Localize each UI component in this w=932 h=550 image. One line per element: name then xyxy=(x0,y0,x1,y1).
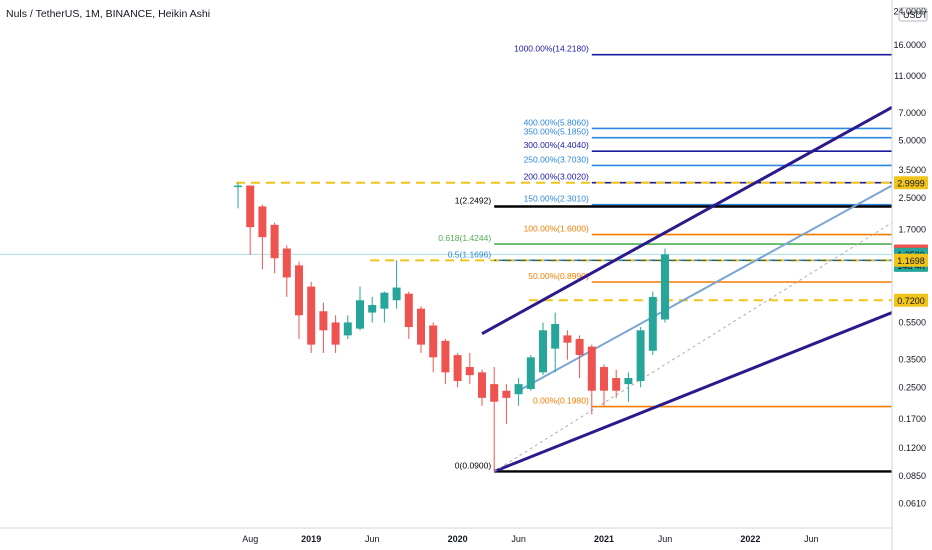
y-tick-label: 24.0000 xyxy=(893,7,926,17)
candle-body xyxy=(258,206,267,238)
candle-body xyxy=(343,322,352,336)
fib-levels: 1000.00%(14.2180) 400.00%(5.8060)350.00%(… xyxy=(0,44,892,473)
candles xyxy=(234,182,669,472)
dotted-trend-line xyxy=(493,222,893,472)
x-tick-label: 2022 xyxy=(740,534,760,544)
candle-body xyxy=(392,287,401,301)
y-tick-label: 11.0000 xyxy=(894,71,926,81)
candle-body xyxy=(331,322,340,345)
candle-body xyxy=(636,330,645,382)
channel-upper-line xyxy=(481,106,893,335)
candle-body xyxy=(368,304,377,313)
x-tick-label: Jun xyxy=(365,534,380,544)
y-axis[interactable]: 24.0000 16.0000 11.0000 7.0000 5.0000 3.5000 2… xyxy=(891,0,928,550)
fib-level-label: 300.00%(4.4040) xyxy=(524,140,589,150)
candle-body xyxy=(380,292,389,309)
candle-body xyxy=(246,185,255,228)
y-tick-label: 0.1200 xyxy=(898,443,926,453)
fib-level-label: 0.5(1.1696) xyxy=(448,249,492,259)
x-tick-label: 2021 xyxy=(594,534,614,544)
y-tick-label: 3.5000 xyxy=(898,165,926,175)
y-tick-label: 0.2500 xyxy=(898,382,926,392)
x-tick-label: Jun xyxy=(804,534,819,544)
candle-body xyxy=(600,367,608,391)
y-tick-label: 5.0000 xyxy=(898,136,926,146)
x-tick-label: 2019 xyxy=(301,534,321,544)
candle-body xyxy=(563,335,572,343)
chart-title: Nuls / TetherUS, 1M, BINANCE, Heikin Ash… xyxy=(6,8,210,20)
currency-box xyxy=(898,7,928,22)
channel-mid-line xyxy=(518,184,893,392)
x-tick-label: Jun xyxy=(658,534,673,544)
candle-body xyxy=(661,254,669,320)
candle-body xyxy=(514,384,523,395)
candle-body xyxy=(307,286,316,345)
candle-body xyxy=(587,346,596,391)
y-tick-label: 2.5000 xyxy=(898,193,926,203)
candle-body xyxy=(295,265,303,316)
currency-label: USDT xyxy=(903,10,928,20)
fib-level-label: 250.00%(3.7030) xyxy=(524,154,589,164)
candle-body xyxy=(282,248,291,278)
y-tick-label: 7.0000 xyxy=(898,108,926,118)
fib-level-label: 0(0.0900) xyxy=(455,460,492,470)
y-tick-label: 16.0000 xyxy=(893,40,926,50)
y-tick-label: 0.0850 xyxy=(898,471,926,481)
y-tick-label: 1.7000 xyxy=(898,225,926,235)
candle-body xyxy=(417,308,425,345)
candle-body xyxy=(465,367,474,376)
fib-level-label: 350.00%(5.1850) xyxy=(524,127,589,137)
price-badge xyxy=(894,176,928,190)
candle-body xyxy=(404,293,413,328)
candle-body xyxy=(612,378,621,391)
price-badge-label: 0.7200 xyxy=(897,296,925,306)
candle-body xyxy=(441,340,450,373)
y-tick-label: 0.5500 xyxy=(898,317,926,327)
channel-lower-line xyxy=(493,311,893,473)
candle-body xyxy=(624,378,633,385)
price-badge xyxy=(894,293,928,307)
y-tick-label: 0.0610 xyxy=(898,498,926,508)
candle-body xyxy=(526,357,535,390)
candle-body xyxy=(319,311,328,331)
candle-body xyxy=(539,330,547,373)
fib-level-label: 200.00%(3.0020) xyxy=(524,172,589,182)
candle-body xyxy=(551,323,560,349)
fib-level-label: 100.00%(1.6000) xyxy=(524,224,589,234)
candle-body xyxy=(575,338,584,356)
x-tick-label: Aug xyxy=(242,534,258,544)
x-tick-label: Jun xyxy=(511,534,526,544)
candle-body xyxy=(429,325,438,358)
candle-body xyxy=(648,296,657,351)
fib-level-label: 50.00%(0.8990) xyxy=(528,271,589,281)
candle-body xyxy=(356,300,364,329)
x-axis: Aug 2019 Jun 2020 Jun 2021 Jun 2022 Jun xyxy=(0,527,892,544)
candle-body xyxy=(234,185,242,188)
price-badge-label: 1.1698 xyxy=(897,256,925,266)
candle-body xyxy=(490,384,499,402)
trendlines[interactable] xyxy=(481,106,893,473)
y-tick-label: 0.1700 xyxy=(898,414,926,424)
fib-level-label: 0.618(1.4244) xyxy=(438,233,491,243)
candle-body xyxy=(270,224,279,259)
fib-level-label: 1000.00%(14.2180) xyxy=(514,44,589,54)
candle-body xyxy=(502,390,511,398)
fib-level-label: 0.00%(0.1980) xyxy=(533,396,589,406)
price-badge xyxy=(894,253,928,267)
price-badge-label: 2.9999 xyxy=(897,178,925,188)
fib-level-label: 400.00%(5.8060) xyxy=(524,117,589,127)
fib-level-label: 1(2.2492) xyxy=(455,195,492,205)
candle-body xyxy=(453,355,462,382)
candle-body xyxy=(478,372,486,398)
x-tick-label: 2020 xyxy=(448,534,468,544)
fib-level-label: 150.00%(2.3010) xyxy=(524,194,589,204)
y-tick-label: 0.3500 xyxy=(898,355,926,365)
